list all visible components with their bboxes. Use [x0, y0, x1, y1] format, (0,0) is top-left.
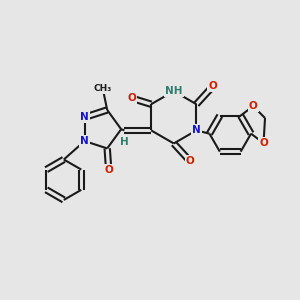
- Text: NH: NH: [165, 86, 182, 96]
- Text: CH₃: CH₃: [94, 84, 112, 93]
- Text: N: N: [80, 112, 89, 122]
- Text: N: N: [80, 136, 89, 146]
- Text: H: H: [120, 137, 129, 147]
- Text: O: O: [128, 93, 136, 103]
- Text: O: O: [104, 165, 113, 175]
- Text: O: O: [259, 138, 268, 148]
- Text: O: O: [249, 101, 257, 111]
- Text: O: O: [208, 81, 217, 92]
- Text: O: O: [186, 156, 194, 166]
- Text: N: N: [192, 125, 201, 135]
